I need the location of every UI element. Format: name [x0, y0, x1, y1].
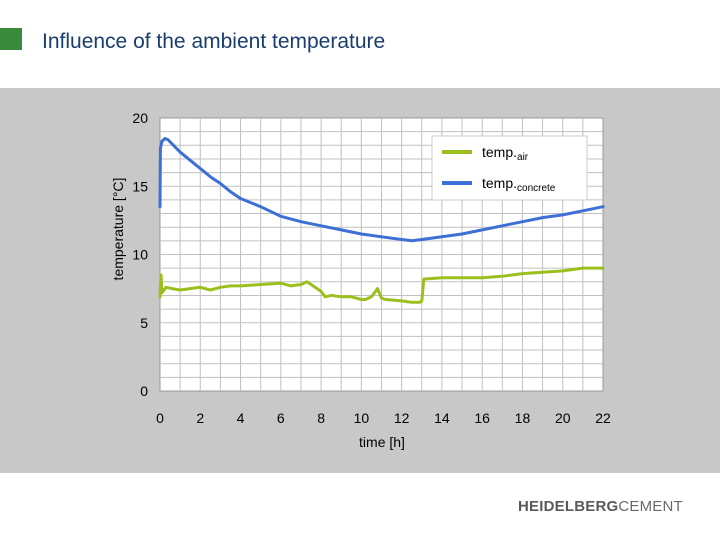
y-tick-labels: 0 5 10 15 20	[132, 110, 148, 399]
x-tick-label: 4	[237, 410, 245, 426]
legend: temp.air temp.concrete	[431, 135, 588, 201]
x-tick-label: 18	[515, 410, 531, 426]
series-line-concrete	[158, 137, 605, 243]
slide-title: Influence of the ambient temperature	[42, 30, 386, 53]
x-tick-label: 14	[434, 410, 450, 426]
y-tick-label: 0	[140, 383, 148, 399]
y-tick-label: 20	[132, 110, 148, 126]
legend-label-concrete: temp.concrete	[482, 175, 556, 194]
legend-box	[431, 135, 588, 201]
x-tick-label: 2	[196, 410, 204, 426]
chart-panel: 0 5 10 15 20 0 2 4 6 8 10 12 14 16 18 20 22 time [h] te…	[0, 88, 720, 473]
series-layer	[158, 137, 605, 304]
x-tick-label: 10	[354, 410, 370, 426]
x-tick-label: 16	[474, 410, 490, 426]
title-accent-square	[0, 28, 22, 50]
x-tick-label: 20	[555, 410, 571, 426]
y-tick-label: 10	[132, 247, 148, 263]
x-tick-label: 22	[595, 410, 611, 426]
x-axis-label: time [h]	[359, 434, 405, 450]
logo-light-text: CEMENT	[618, 498, 683, 515]
y-axis-label: temperature [°C]	[110, 178, 126, 281]
temperature-chart: 0 5 10 15 20 0 2 4 6 8 10 12 14 16 18 20 22 time [h] te…	[110, 110, 611, 450]
x-tick-labels: 0 2 4 6 8 10 12 14 16 18 20 22	[156, 410, 611, 426]
y-tick-label: 15	[132, 178, 148, 194]
x-tick-label: 0	[156, 410, 164, 426]
legend-label-air: temp.air	[482, 144, 529, 163]
y-tick-label: 5	[140, 315, 148, 331]
series-line-air	[158, 266, 605, 304]
x-tick-label: 12	[394, 410, 410, 426]
x-tick-label: 6	[277, 410, 285, 426]
x-tick-label: 8	[317, 410, 325, 426]
heidelbergcement-logo: HEIDELBERGCEMENT	[518, 498, 683, 515]
logo-bold-text: HEIDELBERG	[518, 498, 619, 515]
